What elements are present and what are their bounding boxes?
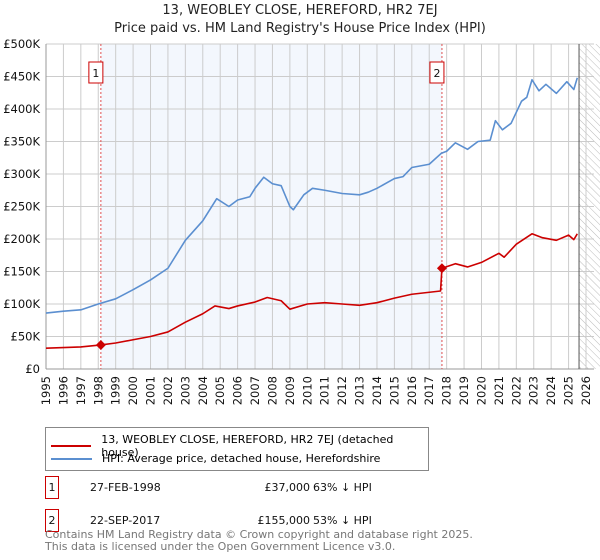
y-tick-label: £350K <box>3 135 40 149</box>
x-tick-label: 2001 <box>144 376 158 405</box>
sale-row-1: 1 27-FEB-1998 £37,000 63% ↓ HPI <box>45 476 445 500</box>
x-tick-label: 1997 <box>74 376 88 405</box>
x-tick-label: 2004 <box>196 376 210 405</box>
sale-badge-2: 2 <box>45 509 59 532</box>
y-tick-label: £500K <box>3 37 40 51</box>
y-tick-label: £150K <box>3 265 40 279</box>
legend-label-hpi: HPI: Average price, detached house, Here… <box>102 452 381 465</box>
y-tick-label: £100K <box>3 297 40 311</box>
sale-badge-1: 1 <box>45 476 59 499</box>
x-tick-label: 2010 <box>300 376 314 405</box>
legend-swatch-property <box>51 445 92 447</box>
sale-marker-badge <box>88 61 104 84</box>
sale-price: £37,000 <box>264 481 311 494</box>
x-tick-label: 2018 <box>440 376 454 405</box>
x-tick-label: 2013 <box>353 376 367 405</box>
x-tick-label: 2008 <box>265 376 279 405</box>
chart-plot: 1995 1996 1997 1998 1999 2000 2001 2002 2003 2004… <box>3 37 600 405</box>
x-tick-label: 2017 <box>422 376 436 405</box>
x-tick-label: 2003 <box>178 376 192 405</box>
x-tick-label: 2006 <box>231 376 245 405</box>
x-tick-label: 2016 <box>405 376 419 405</box>
x-tick-label: 2020 <box>474 376 488 405</box>
sale-marker-label: 1 <box>92 67 99 80</box>
y-tick-label: £50K <box>11 330 41 344</box>
x-tick-label: 2025 <box>562 376 576 405</box>
y-tick-label: £400K <box>3 102 40 116</box>
x-tick-label: 2014 <box>370 376 384 405</box>
property-price-line <box>45 233 578 349</box>
sale-marker-badge <box>429 61 445 84</box>
hpi-line <box>45 77 579 314</box>
legend-label-property: 13, WEOBLEY CLOSE, HEREFORD, HR2 7EJ (de… <box>101 433 394 459</box>
x-tick-label: 1996 <box>56 376 70 405</box>
sale-price: £155,000 <box>257 514 311 527</box>
sale-hpi-diff: 53% ↓ HPI <box>313 514 372 527</box>
x-tick-label: 2011 <box>318 376 332 405</box>
footer-line-1: Contains HM Land Registry data © Crown c… <box>45 528 473 541</box>
x-tick-label: 2023 <box>527 376 541 405</box>
x-tick-label: 1995 <box>39 376 53 405</box>
footer-line-2: This data is licensed under the Open Gov… <box>45 539 396 553</box>
sale-point <box>436 263 447 274</box>
y-tick-label: £250K <box>3 200 40 214</box>
sale-row-2: 2 22-SEP-2017 £155,000 53% ↓ HPI <box>45 509 445 533</box>
chart-subtitle: Price paid vs. HM Land Registry's House … <box>114 21 486 36</box>
x-tick-label: 2024 <box>544 376 558 405</box>
y-tick-label: £300K <box>3 167 40 181</box>
sale-date: 27-FEB-1998 <box>90 481 161 494</box>
x-tick-label: 2019 <box>457 376 471 405</box>
x-tick-label: 2002 <box>161 376 175 405</box>
x-tick-label: 1999 <box>109 376 123 405</box>
x-tick-label: 2021 <box>492 376 506 405</box>
x-tick-label: 2007 <box>248 376 262 405</box>
x-tick-label: 2015 <box>387 376 401 405</box>
x-tick-label: 2022 <box>509 376 523 405</box>
sale-hpi-diff: 63% ↓ HPI <box>313 481 372 494</box>
x-tick-label: 2012 <box>335 376 349 405</box>
x-tick-label: 2026 <box>579 376 593 405</box>
y-tick-label: £200K <box>3 232 40 246</box>
x-tick-label: 1998 <box>91 376 105 405</box>
legend: 13, WEOBLEY CLOSE, HEREFORD, HR2 7EJ (de… <box>45 427 429 471</box>
chart-title: 13, WEOBLEY CLOSE, HEREFORD, HR2 7EJ <box>162 3 438 18</box>
x-tick-label: 2000 <box>126 376 140 405</box>
y-tick-label: £450K <box>3 70 40 84</box>
x-tick-label: 2005 <box>213 376 227 405</box>
sale-date: 22-SEP-2017 <box>90 514 161 527</box>
sale-marker-label: 2 <box>433 67 440 80</box>
footer: Contains HM Land Registry data © Crown c… <box>45 529 473 552</box>
legend-swatch-hpi <box>51 457 92 460</box>
y-tick-label: £0 <box>25 362 40 376</box>
sale-point <box>95 339 106 350</box>
x-tick-label: 2009 <box>283 376 297 405</box>
